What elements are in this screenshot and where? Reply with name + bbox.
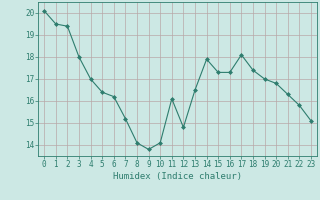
X-axis label: Humidex (Indice chaleur): Humidex (Indice chaleur)	[113, 172, 242, 181]
